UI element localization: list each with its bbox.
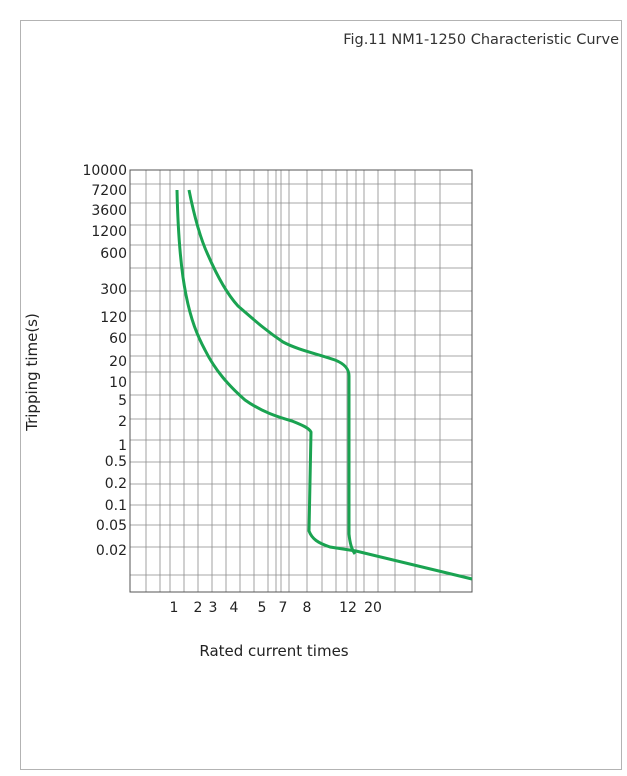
curves xyxy=(175,189,473,581)
y-axis-label: Tripping time(s) xyxy=(23,313,41,432)
y-tick-label: 10000 xyxy=(82,163,127,179)
y-tick-label: 600 xyxy=(100,246,127,262)
y-tick-label: 0.2 xyxy=(105,476,127,492)
x-tick-label: 2 xyxy=(194,600,203,616)
x-tick-label: 4 xyxy=(230,600,239,616)
curve-series-2 xyxy=(187,189,357,555)
y-tick-label: 20 xyxy=(109,354,127,370)
x-tick-label: 7 xyxy=(279,600,288,616)
x-tick-label: 1 xyxy=(170,600,179,616)
x-tick-label: 20 xyxy=(364,600,382,616)
y-tick-labels: 10000 7200 3600 1200 600 300 120 60 20 10 5 2 10.5 0.… xyxy=(82,163,127,559)
plot-border xyxy=(129,169,473,593)
y-tick-label: 1 xyxy=(118,438,127,454)
y-tick-label: 5 xyxy=(118,393,127,409)
grid xyxy=(129,169,473,593)
x-axis-label: Rated current times xyxy=(199,642,348,660)
y-tick-label: 7200 xyxy=(91,183,127,199)
y-tick-label: 2 xyxy=(118,414,127,430)
y-tick-label: 3600 xyxy=(91,203,127,219)
y-tick-label: 0.05 xyxy=(96,518,127,534)
figure-title: Fig.11 NM1-1250 Characteristic Curve xyxy=(343,32,619,48)
y-tick-label: 0.1 xyxy=(105,498,127,514)
y-tick-label: 120 xyxy=(100,310,127,326)
y-tick-label: 0.5 xyxy=(105,454,127,470)
curve-series-1 xyxy=(175,189,473,581)
y-tick-label: 0.02 xyxy=(96,543,127,559)
x-tick-labels: 1 2 3 4 5 7 8 12 20 xyxy=(170,600,382,616)
y-tick-label: 10 xyxy=(109,375,127,391)
x-tick-label: 8 xyxy=(303,600,312,616)
y-tick-label: 300 xyxy=(100,282,127,298)
x-tick-label: 5 xyxy=(258,600,267,616)
y-tick-label: 1200 xyxy=(91,224,127,240)
x-tick-label: 3 xyxy=(209,600,218,616)
y-tick-label: 60 xyxy=(109,331,127,347)
x-tick-label: 12 xyxy=(339,600,357,616)
figure-frame xyxy=(20,20,622,770)
